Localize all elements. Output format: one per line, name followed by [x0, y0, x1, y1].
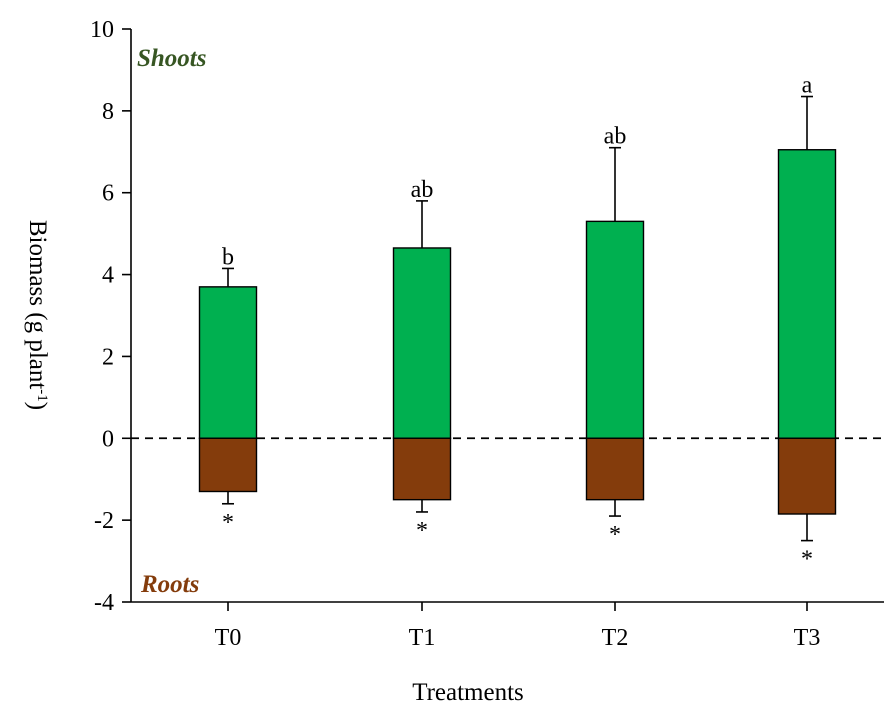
y-tick-label: 4 — [102, 263, 114, 289]
x-tick-label: T2 — [602, 625, 629, 651]
shoot-bar-t3 — [777, 149, 837, 439]
x-axis-title: Treatments — [412, 679, 524, 706]
significance-letter: ab — [411, 177, 434, 203]
y-axis-title: Biomass (g plant-1) — [24, 220, 51, 410]
y-tick-label: 0 — [102, 426, 114, 452]
y-axis-ticks: 10 8 6 4 2 0 -2 -4 — [90, 17, 131, 616]
shoot-bar-t0 — [198, 286, 258, 439]
significance-asterisk: * — [222, 510, 234, 536]
y-tick-label: 8 — [102, 99, 114, 125]
y-tick-label: -4 — [94, 590, 114, 616]
x-tick-label: T0 — [215, 625, 242, 651]
significance-asterisk: * — [416, 518, 428, 544]
y-tick-label: 6 — [102, 181, 114, 207]
x-tick-label: T1 — [409, 625, 436, 651]
significance-asterisk: * — [801, 547, 813, 573]
y-axis-title-suffix: ) — [24, 402, 51, 410]
y-axis-title-superscript: -1 — [34, 389, 50, 402]
x-tick-label: T3 — [794, 625, 821, 651]
y-tick-label: 2 — [102, 344, 114, 370]
shoot-bar-t2 — [585, 220, 645, 439]
bar-series: b ab ab a * * * * — [198, 73, 837, 573]
shoots-panel-label: Shoots — [137, 45, 206, 72]
roots-panel-label: Roots — [140, 571, 199, 598]
root-bar-t2 — [585, 437, 645, 501]
y-tick-label: 10 — [90, 17, 114, 43]
y-axis-title-main: Biomass (g plant — [24, 220, 51, 389]
x-axis-ticks: T0 T1 T2 T3 — [215, 602, 821, 651]
significance-letter: ab — [604, 124, 627, 150]
significance-asterisk: * — [609, 522, 621, 548]
root-bar-t3 — [777, 437, 837, 515]
axes — [130, 29, 884, 603]
root-bar-t1 — [392, 437, 452, 501]
significance-letter: a — [802, 73, 813, 99]
shoot-bar-t1 — [392, 247, 452, 439]
y-tick-label: -2 — [94, 508, 114, 534]
root-bar-t0 — [198, 437, 258, 493]
significance-letter: b — [222, 244, 234, 270]
